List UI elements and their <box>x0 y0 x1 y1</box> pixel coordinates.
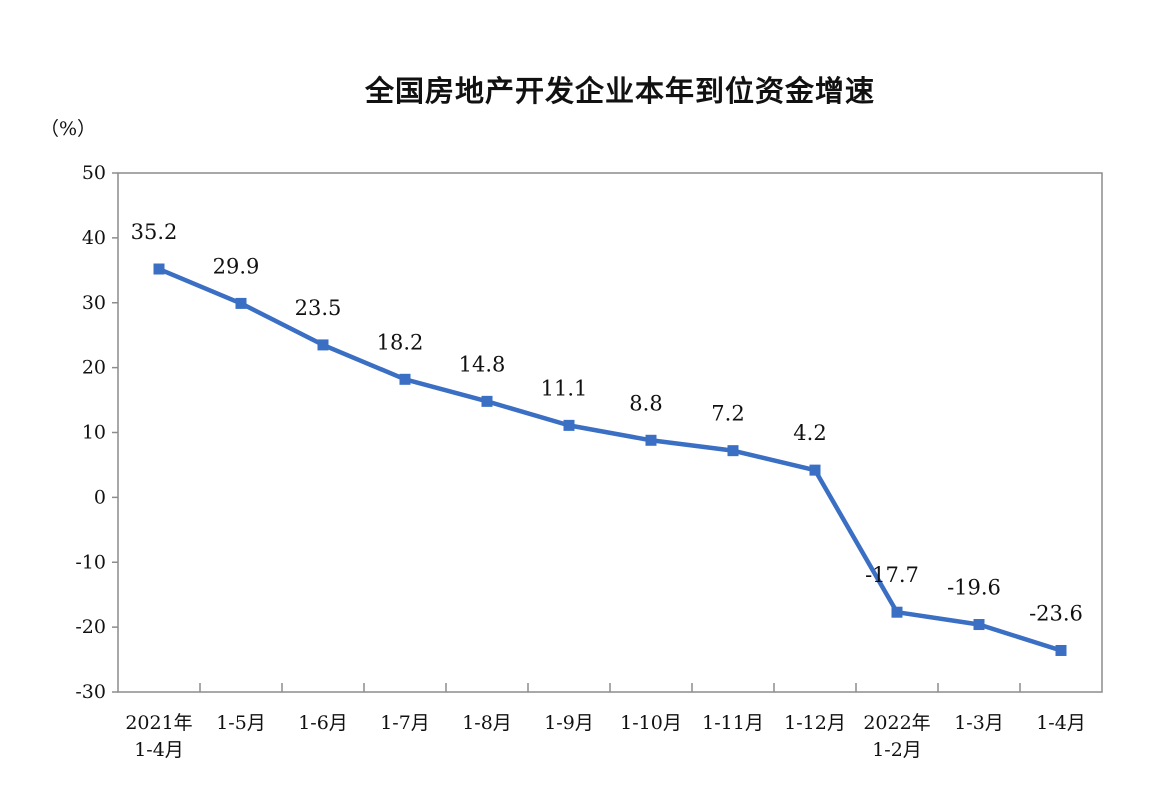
data-point-marker <box>399 373 411 385</box>
data-label: -17.7 <box>865 563 919 587</box>
data-point-marker <box>973 619 985 631</box>
x-tick-label: 1-8月 <box>462 712 512 734</box>
data-point-marker <box>153 263 165 275</box>
series-line <box>158 266 1062 653</box>
data-label: 23.5 <box>295 296 342 320</box>
data-point-marker <box>563 419 575 431</box>
y-tick-label: 40 <box>82 227 106 249</box>
y-tick-label: 30 <box>82 292 106 314</box>
x-tick-label: 1-10月 <box>620 712 682 734</box>
x-tick-label: 2021年 <box>125 712 192 734</box>
data-label: 8.8 <box>629 391 662 415</box>
x-tick-label: 1-9月 <box>544 712 594 734</box>
x-tick-label: 1-7月 <box>380 712 430 734</box>
data-point-marker <box>235 297 247 309</box>
data-label: 14.8 <box>459 352 506 376</box>
y-tick-label: -30 <box>75 681 106 703</box>
data-label: 35.2 <box>131 220 178 244</box>
x-tick-label: 1-2月 <box>872 739 922 761</box>
y-tick-label: 10 <box>82 422 106 444</box>
data-point-marker <box>645 434 657 446</box>
data-point-marker <box>809 464 821 476</box>
data-label: -19.6 <box>947 576 1001 600</box>
x-tick-label: 1-3月 <box>954 712 1004 734</box>
data-point-marker <box>481 395 493 407</box>
x-tick-label: 1-4月 <box>134 739 184 761</box>
data-label: 7.2 <box>711 402 744 426</box>
y-tick-label: -10 <box>75 551 106 573</box>
data-label: 29.9 <box>213 254 260 278</box>
data-point-marker <box>1055 644 1067 656</box>
data-point-marker <box>891 606 903 618</box>
data-label: 4.2 <box>793 421 826 445</box>
x-tick-label: 1-11月 <box>702 712 764 734</box>
x-tick-label: 1-5月 <box>216 712 266 734</box>
y-tick-label: 50 <box>82 162 106 184</box>
x-tick-label: 1-12月 <box>784 712 846 734</box>
x-tick-label: 2022年 <box>863 712 930 734</box>
y-axis-unit-label: （%） <box>40 118 97 140</box>
chart-title: 全国房地产开发企业本年到位资金增速 <box>364 74 875 108</box>
data-point-marker <box>317 339 329 351</box>
data-label: 11.1 <box>541 376 588 400</box>
x-tick-label: 1-6月 <box>298 712 348 734</box>
data-label: -23.6 <box>1029 601 1083 625</box>
y-tick-label: 20 <box>82 357 106 379</box>
data-label: 18.2 <box>377 330 424 354</box>
x-tick-label: 1-4月 <box>1036 712 1086 734</box>
data-point-marker <box>727 445 739 457</box>
y-tick-label: -20 <box>75 616 106 638</box>
y-tick-label: 0 <box>94 486 106 508</box>
